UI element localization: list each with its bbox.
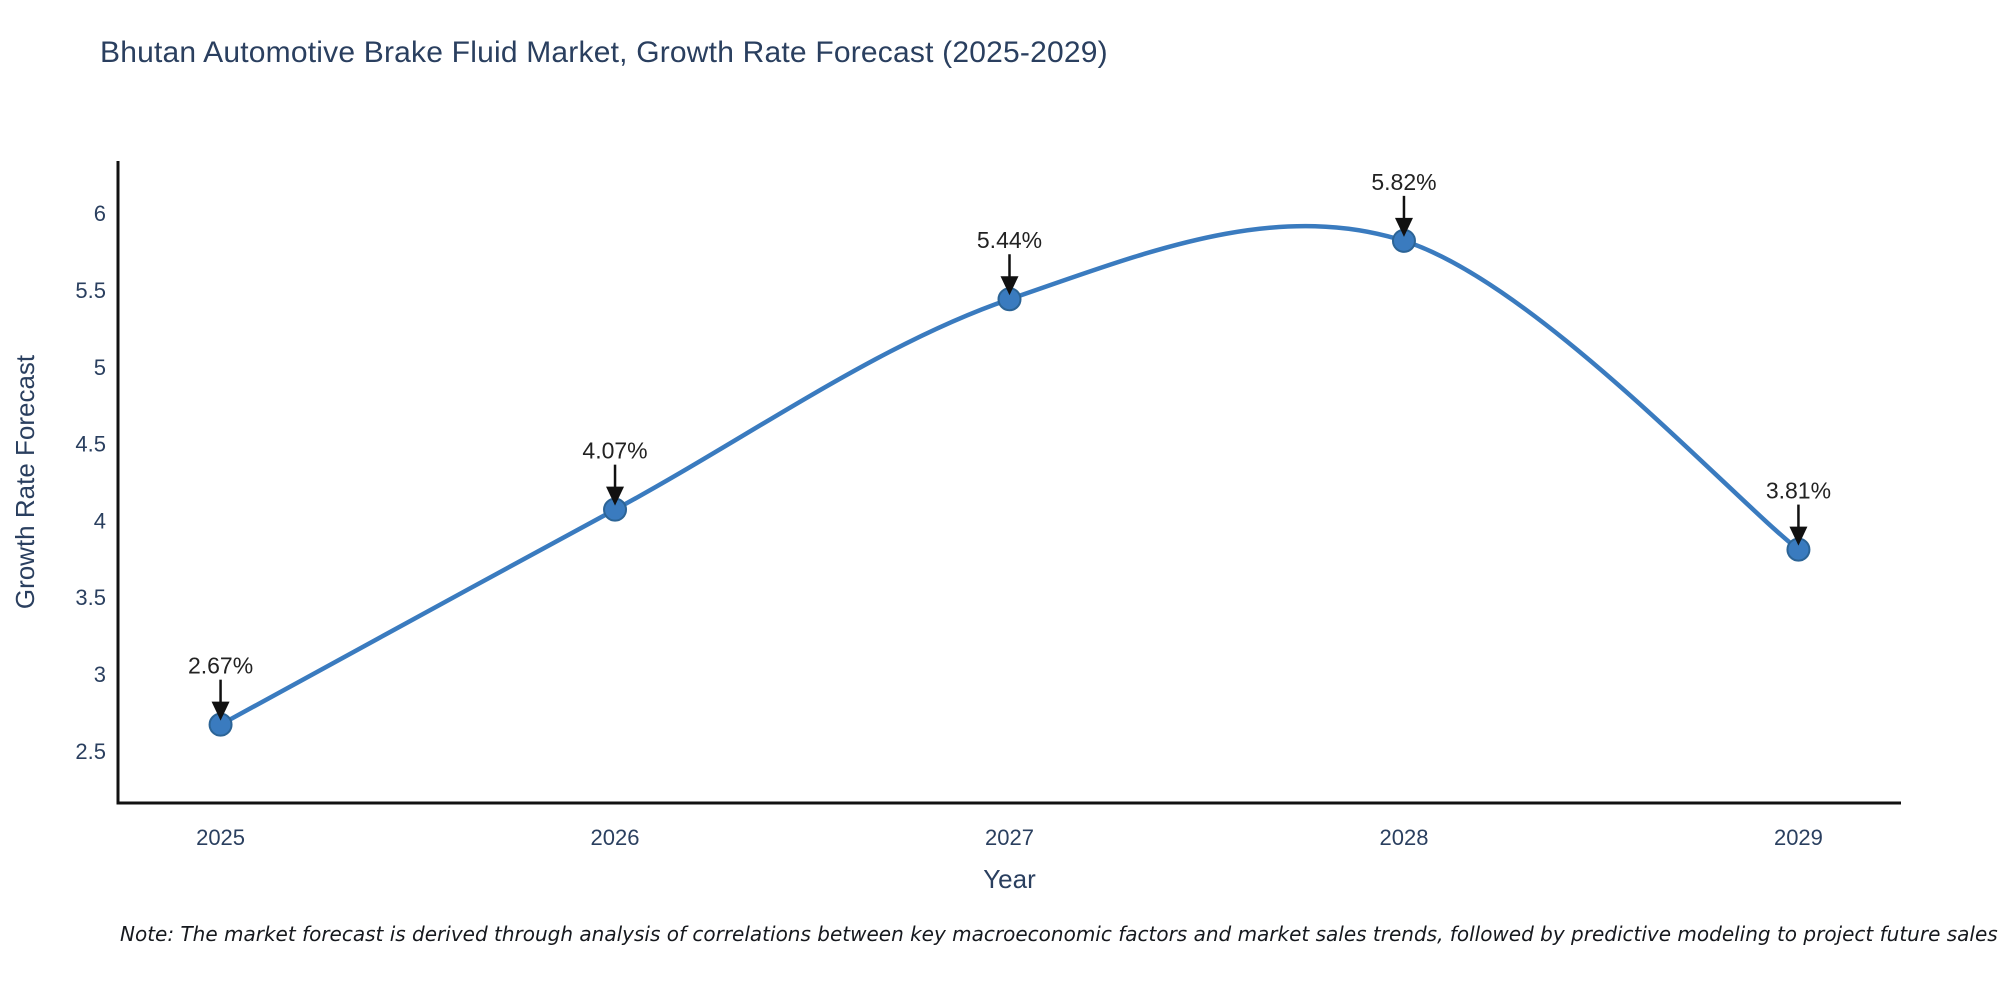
x-axis-title: Year [983, 864, 1036, 894]
annotation-arrowhead [606, 486, 625, 506]
y-tick-label: 3.5 [75, 585, 106, 610]
annotation-label: 3.81% [1766, 478, 1831, 504]
x-tick-label: 2025 [196, 825, 245, 850]
x-tick-label: 2026 [591, 825, 640, 850]
y-tick-label: 4 [94, 508, 106, 533]
x-tick-label: 2028 [1379, 825, 1428, 850]
y-tick-label: 3 [94, 662, 106, 687]
annotation-label: 2.67% [188, 653, 253, 679]
chart-title: Bhutan Automotive Brake Fluid Market, Gr… [100, 36, 1108, 69]
y-tick-label: 2.5 [75, 739, 106, 764]
annotation-arrowhead [211, 701, 230, 721]
y-tick-label: 5.5 [75, 278, 106, 303]
annotation-arrowhead [1789, 526, 1808, 546]
annotation-label: 4.07% [582, 438, 647, 464]
y-tick-label: 5 [94, 355, 106, 380]
annotation-label: 5.82% [1371, 169, 1436, 195]
annotation-label: 5.44% [977, 227, 1042, 253]
y-tick-label: 4.5 [75, 432, 106, 457]
x-tick-label: 2027 [985, 825, 1034, 850]
x-tick-label: 2029 [1774, 825, 1823, 850]
y-axis-title: Growth Rate Forecast [10, 354, 40, 609]
annotation-arrowhead [1000, 276, 1019, 296]
annotation-arrowhead [1394, 217, 1413, 237]
footnote: Note: The market forecast is derived thr… [120, 922, 1998, 946]
y-tick-label: 6 [94, 201, 106, 226]
